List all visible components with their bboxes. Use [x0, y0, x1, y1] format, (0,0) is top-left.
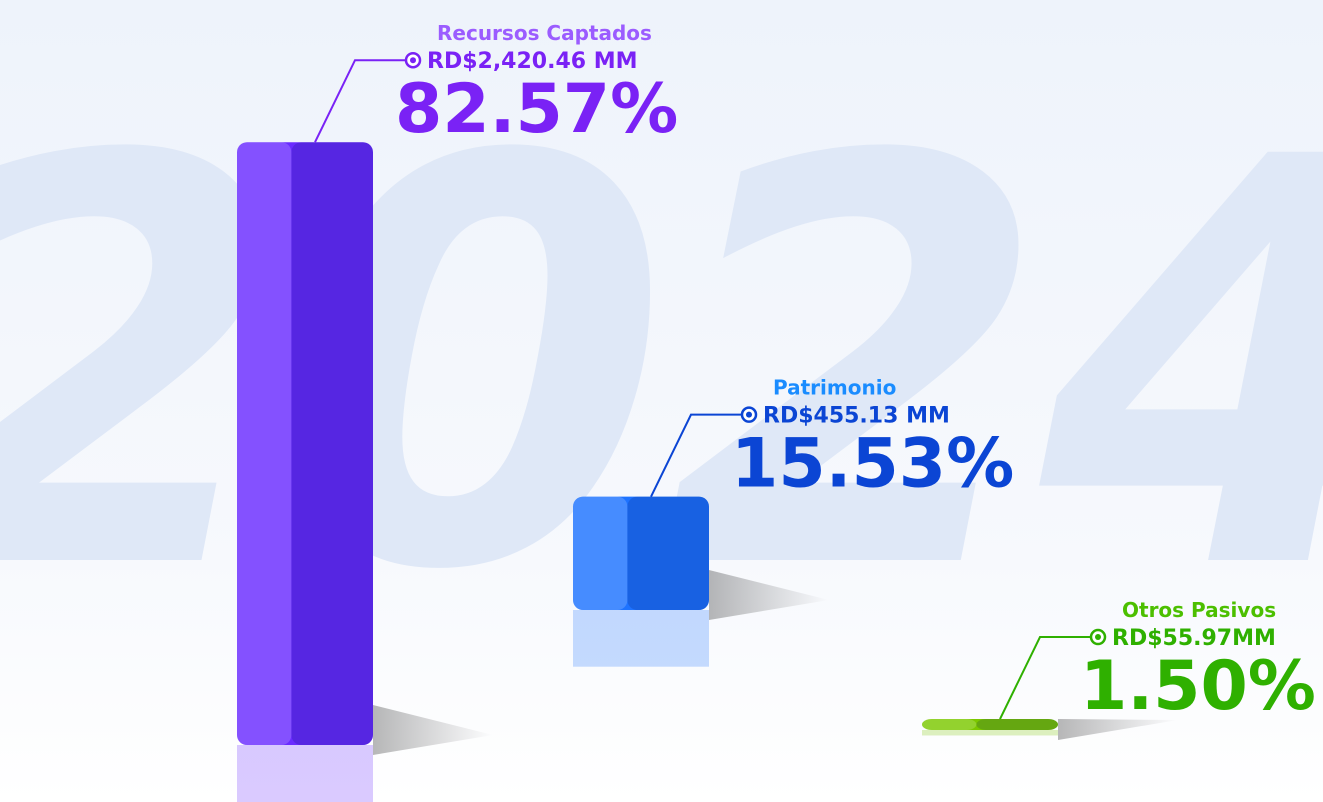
bar-highlight — [573, 496, 628, 610]
amount-label: RD$2,420.46 MM — [427, 49, 638, 74]
bar-shadow — [373, 705, 493, 755]
bar-reflection — [237, 745, 373, 802]
value-label: 15.53% — [731, 425, 1014, 504]
bar-highlight — [922, 719, 977, 730]
category-label: Otros Pasivos — [1122, 598, 1276, 622]
connector — [314, 59, 413, 143]
bar-reflection — [573, 610, 709, 667]
value-label: 1.50% — [1080, 647, 1316, 726]
bar-reflection — [922, 730, 1058, 736]
connector — [650, 413, 749, 498]
category-label: Patrimonio — [773, 376, 896, 400]
bar-side — [291, 142, 373, 745]
amount-label: RD$455.13 MM — [763, 404, 950, 429]
amount-label: RD$55.97MM — [1112, 626, 1276, 651]
bar-shadow — [1058, 719, 1178, 740]
bar-highlight — [237, 142, 292, 745]
bar — [237, 142, 373, 745]
connector-dot-core — [410, 57, 416, 64]
bar — [573, 496, 709, 610]
bar-side — [976, 719, 1058, 730]
bar-shadow — [709, 570, 829, 620]
bar-side — [627, 496, 709, 610]
connector-dot-core — [746, 411, 752, 418]
connector-dot-core — [1095, 634, 1101, 641]
category-label: Recursos Captados — [437, 21, 652, 45]
connector — [999, 636, 1098, 720]
bar — [922, 719, 1058, 730]
value-label: 82.57% — [395, 70, 678, 149]
